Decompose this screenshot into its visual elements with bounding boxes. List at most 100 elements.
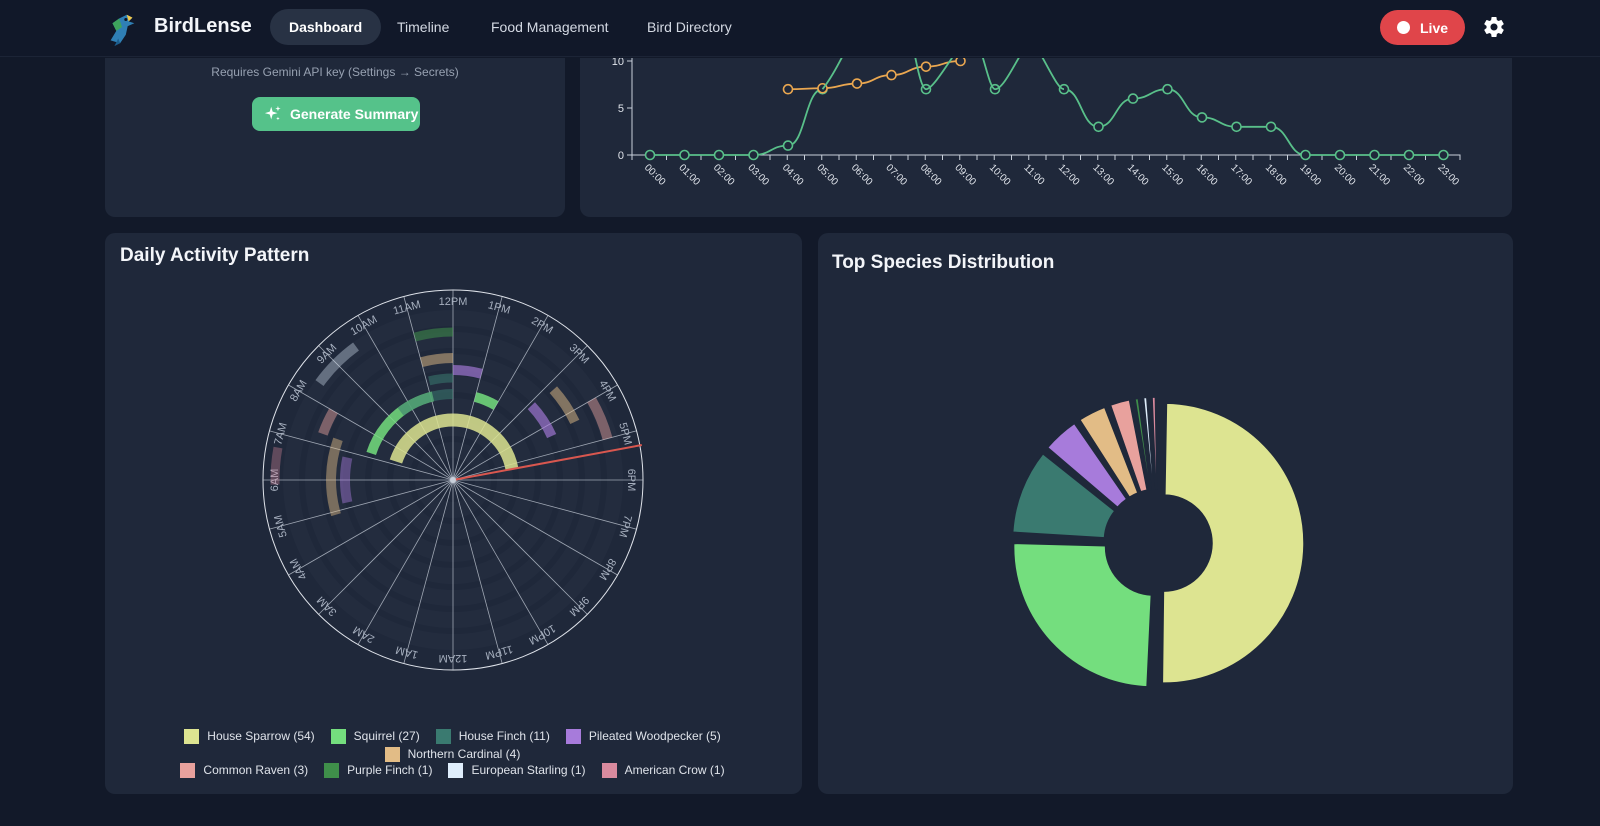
donut-slice [1151, 396, 1158, 490]
x-tick-label: 06:00 [849, 162, 875, 188]
x-tick-label: 10:00 [987, 162, 1013, 188]
daily-activity-card: Daily Activity Pattern 12AM 1AM 2AM 3AM 4AM 5… [105, 233, 802, 794]
tab-food-management[interactable]: Food Management [491, 19, 609, 35]
hour-spoke [452, 384, 618, 481]
tab-timeline[interactable]: Timeline [397, 19, 450, 35]
activity-arc [315, 342, 360, 387]
api-key-note: Requires Gemini API key (Settings → Secr… [211, 65, 459, 79]
legend-swatch [330, 728, 346, 744]
bird-logo-icon[interactable] [103, 10, 141, 48]
activity-arc [397, 389, 454, 416]
data-point [1438, 149, 1449, 161]
data-point [1334, 149, 1346, 161]
legend-label: Purple Finch (1) [347, 763, 433, 777]
legend-item[interactable]: European Starling (1) [448, 761, 586, 779]
hour-spoke [452, 430, 637, 481]
hour-spoke [403, 479, 454, 664]
x-tick-label: 22:00 [1401, 162, 1427, 188]
hourly-activity-card: 0 5 10 00:00 01:00 02:00 03:00 04:00 05:00 06:00 0… [580, 56, 1512, 217]
legend-item[interactable]: Purple Finch (1) [324, 761, 432, 779]
hour-label: 7PM [616, 514, 633, 539]
activity-legend: House Sparrow (54) Squirrel (27) House F… [105, 727, 800, 763]
data-point [1231, 121, 1242, 133]
legend-item[interactable]: House Sparrow (54) [184, 727, 315, 745]
x-tick-label: 23:00 [1435, 162, 1461, 188]
hour-spoke [318, 479, 454, 615]
activity-arc [413, 327, 454, 342]
series-line [649, 88, 823, 156]
activity-arc [326, 437, 343, 517]
legend-label: Squirrel (27) [353, 729, 420, 743]
hour-label: 1PM [487, 299, 512, 316]
species-distribution-card: Top Species Distribution [818, 233, 1513, 794]
legend-label: Common Raven (3) [203, 763, 309, 777]
hour-label: 12PM [439, 296, 468, 308]
summary-card: Requires Gemini API key (Settings → Secr… [105, 58, 565, 217]
donut-slice [1012, 542, 1153, 688]
y-tick-label: 5 [618, 103, 624, 115]
x-tick-label: 15:00 [1159, 162, 1185, 188]
y-tick-label: 0 [618, 150, 624, 162]
legend-item[interactable]: House Finch (11) [435, 727, 550, 745]
legend-swatch [324, 762, 340, 778]
hour-spoke [288, 479, 454, 576]
settings-gear-icon[interactable] [1482, 15, 1506, 39]
legend-swatch [448, 762, 464, 778]
hour-spoke [452, 479, 503, 664]
legend-item[interactable]: Northern Cardinal (4) [384, 745, 520, 763]
series-line [787, 60, 961, 91]
tab-dashboard[interactable]: Dashboard [270, 9, 382, 45]
data-point [1300, 149, 1311, 161]
live-button[interactable]: Live [1380, 10, 1465, 45]
x-tick-label: 01:00 [676, 162, 702, 188]
activity-legend-row-2: Common Raven (3) Purple Finch (1) Europe… [105, 761, 800, 779]
activity-arc [527, 402, 557, 439]
donut-slice [1161, 402, 1305, 684]
generate-summary-label: Generate Summary [290, 106, 419, 122]
generate-summary-button[interactable]: Generate Summary [252, 97, 420, 131]
legend-item[interactable]: Squirrel (27) [330, 727, 420, 745]
legend-item[interactable]: Pileated Woodpecker (5) [565, 727, 721, 745]
tab-bird-directory[interactable]: Bird Directory [647, 19, 732, 35]
series-line [1041, 58, 1065, 91]
activity-arc [428, 373, 454, 386]
hour-spoke [452, 296, 503, 481]
activity-arc [549, 386, 580, 425]
legend-label: American Crow (1) [624, 763, 725, 777]
legend-item[interactable]: American Crow (1) [601, 761, 725, 779]
donut-slice [1134, 397, 1152, 491]
y-tick-label: 10 [612, 58, 624, 68]
live-label: Live [1420, 20, 1449, 36]
x-tick-label: 08:00 [918, 162, 944, 188]
data-point [713, 149, 725, 161]
hour-spoke [403, 296, 454, 481]
hour-label: 5AM [272, 514, 289, 539]
hour-spoke [269, 479, 454, 530]
donut-slice [1142, 396, 1155, 491]
data-point [1403, 149, 1415, 161]
data-point [1127, 93, 1139, 104]
legend-label: Pileated Woodpecker (5) [588, 729, 721, 743]
hour-label: 7AM [272, 421, 289, 446]
series-line [982, 58, 1020, 91]
sparkles-icon [264, 105, 281, 121]
hour-spoke [452, 345, 588, 481]
hour-spoke [357, 315, 454, 481]
hour-spoke [269, 430, 454, 481]
activity-arc [270, 446, 283, 485]
x-tick-label: 04:00 [780, 162, 806, 188]
data-point [1162, 83, 1173, 95]
x-tick-label: 19:00 [1297, 162, 1323, 188]
activity-arc [389, 413, 519, 471]
legend-item[interactable]: Common Raven (3) [180, 761, 308, 779]
x-tick-label: 00:00 [642, 162, 668, 188]
data-point [1265, 121, 1277, 133]
activity-arc [473, 392, 499, 410]
data-point [1093, 121, 1104, 133]
activity-arc [587, 397, 613, 441]
series-line [914, 58, 954, 91]
donut-slice [1079, 406, 1139, 498]
brand-name[interactable]: BirdLense [154, 15, 252, 37]
hour-spoke [452, 479, 588, 615]
